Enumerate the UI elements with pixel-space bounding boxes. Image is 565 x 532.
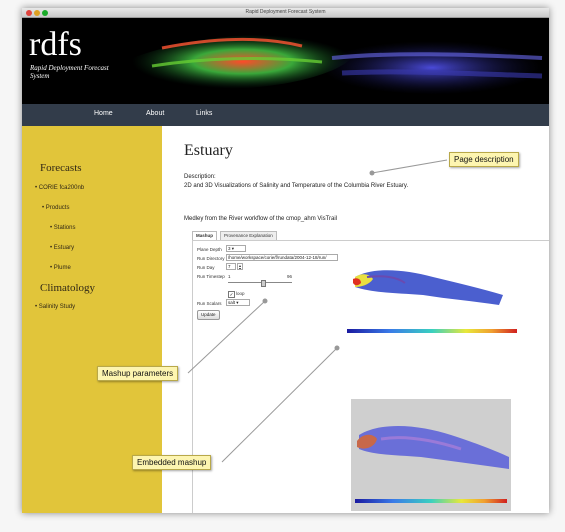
zoom-window-icon[interactable] <box>42 9 48 16</box>
nav-home[interactable]: Home <box>94 110 113 117</box>
plane-depth-value: 3 <box>228 246 231 251</box>
colorbar <box>355 499 507 503</box>
sidebar: Forecasts • CORIE fca200nb • Products • … <box>22 126 162 513</box>
close-window-icon[interactable] <box>26 9 32 16</box>
sidebar-item-products[interactable]: • Products <box>42 205 70 211</box>
sidebar-item-estuary[interactable]: • Estuary <box>50 245 75 251</box>
sidebar-item-stations[interactable]: • Stations <box>50 225 76 231</box>
run-directory-label: Run Directory <box>197 256 225 261</box>
colorbar <box>347 329 517 333</box>
sidebar-item-label: Stations <box>53 225 76 231</box>
run-scalars-value: salt <box>228 300 236 305</box>
sidebar-item-label: Plume <box>53 265 71 271</box>
river-visualization-banner <box>132 34 543 95</box>
loop-checkbox[interactable]: ✓ <box>228 291 235 298</box>
page-title: Estuary <box>184 142 233 159</box>
medley-text: Medley from the River workflow of the cm… <box>184 216 338 222</box>
sidebar-item-plume[interactable]: • Plume <box>50 265 71 271</box>
sidebar-item-label: Salinity Study <box>38 304 76 310</box>
run-scalars-label: Run Scalars <box>197 301 222 306</box>
plume-visualization <box>347 270 517 333</box>
timestep-slider-track[interactable] <box>228 282 292 283</box>
forecasts-heading: Forecasts <box>40 162 82 174</box>
timestep-max-label: 96 <box>287 274 293 279</box>
description-text: 2D and 3D Visualizations of Salinity and… <box>184 183 409 189</box>
nav-links[interactable]: Links <box>196 110 213 117</box>
run-scalars-select[interactable]: salt ▾ <box>226 299 250 306</box>
site-logo[interactable]: rdfs <box>29 26 82 63</box>
nav-about[interactable]: About <box>146 110 165 117</box>
callout-page-description: Page description <box>449 152 519 167</box>
site-subtitle: Rapid Deployment Forecast System <box>30 64 109 80</box>
title-bar: Rapid Deployment Forecast System <box>22 8 549 18</box>
description-label: Description: <box>184 174 216 180</box>
timestep-slider-thumb[interactable] <box>261 280 267 287</box>
run-directory-input[interactable]: /home/workspace/corie/f/rundata/2004-12-… <box>226 254 338 261</box>
sidebar-item-label: Estuary <box>53 245 75 251</box>
sidebar-item-corie[interactable]: • CORIE fca200nb <box>35 185 85 191</box>
run-day-stepper[interactable]: ▴ ▾ <box>237 263 243 270</box>
timestep-min-label: 1 <box>228 274 231 279</box>
plane-depth-label: Plane Depth <box>197 247 222 252</box>
sidebar-item-label: CORIE fca200nb <box>38 185 85 191</box>
callout-mashup-parameters: Mashup parameters <box>97 366 179 381</box>
nav-bar: Home About Links <box>22 104 549 126</box>
run-day-label: Run Day <box>197 265 215 270</box>
sidebar-item-salinity-study[interactable]: • Salinity Study <box>35 304 76 310</box>
chevron-down-icon: ▾ <box>231 246 235 251</box>
callout-embedded-mashup: Embedded mashup <box>132 455 212 470</box>
sidebar-item-label: Products <box>45 205 70 211</box>
mashup-panel: Plane Depth 3 ▾ Run Directory /home/work… <box>192 240 549 513</box>
loop-label: loop <box>236 291 245 296</box>
run-day-input[interactable]: 7 <box>226 263 236 270</box>
window-title: Rapid Deployment Forecast System <box>245 9 326 15</box>
plane-depth-select[interactable]: 3 ▾ <box>226 245 246 252</box>
main-content: Estuary Description: 2D and 3D Visualiza… <box>162 126 549 513</box>
update-button[interactable]: Update <box>197 310 220 320</box>
site-header: rdfs Rapid Deployment Forecast System <box>22 18 549 104</box>
browser-window: Rapid Deployment Forecast System rdfs Ra… <box>22 8 549 513</box>
tab-mashup[interactable]: Mashup <box>192 231 218 240</box>
minimize-window-icon[interactable] <box>34 9 40 16</box>
climatology-heading: Climatology <box>40 282 95 294</box>
chevron-down-icon: ▾ <box>236 300 239 305</box>
run-timestep-label: Run Timestep <box>197 274 225 279</box>
embedded-mashup-visualization <box>351 399 511 511</box>
tab-provenance-explanation[interactable]: Provenance Explanation <box>220 231 277 240</box>
